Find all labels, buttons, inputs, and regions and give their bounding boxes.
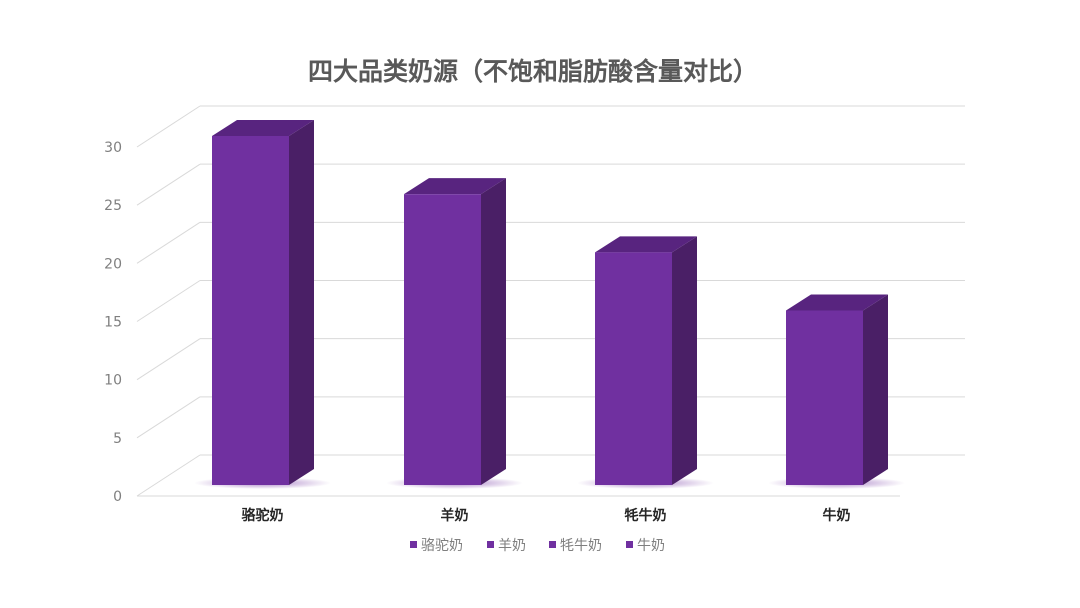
- bar: [404, 194, 481, 485]
- x-tick-label: 羊奶: [441, 507, 469, 524]
- bar: [595, 252, 672, 485]
- chart-title: 四大品类奶源（不饱和脂肪酸含量对比）: [308, 57, 758, 86]
- bar: [786, 310, 863, 485]
- bar-top: [404, 178, 506, 195]
- gridline-side: [136, 338, 201, 381]
- bar-side: [481, 178, 506, 485]
- gridlines: [136, 105, 965, 497]
- bar-side: [863, 294, 888, 485]
- legend-item: 羊奶: [498, 538, 526, 554]
- legend-swatch: [626, 541, 633, 548]
- bar: [212, 136, 289, 485]
- y-axis-ticks: 0 5 10 15 20 25 30: [104, 140, 122, 505]
- y-tick-label: 20: [104, 256, 122, 272]
- gridline-side: [136, 454, 201, 497]
- y-tick-label: 0: [113, 489, 122, 505]
- y-tick-label: 10: [104, 373, 122, 389]
- gridline-side: [136, 396, 201, 439]
- legend-swatch: [549, 541, 556, 548]
- bar-top: [212, 120, 314, 136]
- x-tick-label: 牦牛奶: [625, 507, 667, 524]
- bar-side: [289, 120, 314, 485]
- gridline-side: [136, 163, 201, 206]
- legend-swatch: [410, 541, 417, 548]
- y-tick-label: 25: [104, 198, 122, 214]
- y-tick-label: 15: [104, 315, 122, 331]
- legend-swatch: [487, 541, 494, 548]
- gridline-side: [136, 280, 201, 322]
- bar-top: [595, 236, 697, 253]
- gridline-side: [136, 105, 201, 148]
- gridline-side: [136, 221, 201, 264]
- x-tick-label: 牛奶: [823, 507, 851, 524]
- bar-top: [786, 294, 888, 311]
- legend-item: 牛奶: [637, 538, 665, 554]
- x-axis-labels: 骆驼奶 羊奶 牦牛奶 牛奶: [242, 507, 851, 524]
- bars: [194, 120, 905, 489]
- x-tick-label: 骆驼奶: [242, 507, 284, 524]
- y-tick-label: 30: [104, 140, 122, 156]
- legend-item: 牦牛奶: [560, 538, 602, 554]
- legend: 骆驼奶 羊奶 牦牛奶 牛奶: [410, 537, 665, 554]
- y-tick-label: 5: [113, 431, 122, 447]
- legend-item: 骆驼奶: [421, 537, 463, 554]
- bar-side: [672, 236, 697, 485]
